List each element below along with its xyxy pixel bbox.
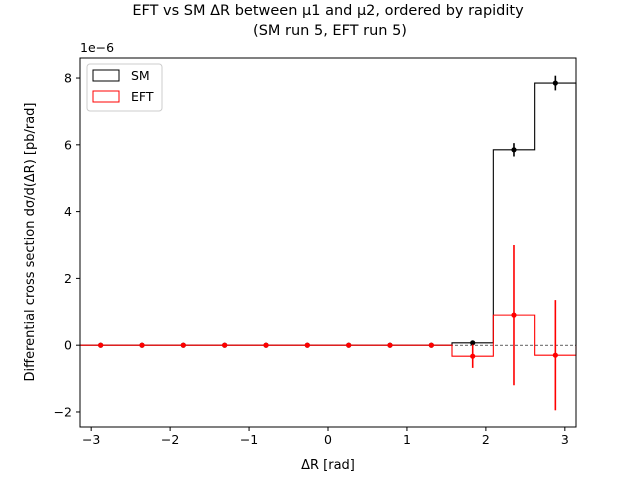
chart-title-line1: EFT vs SM ΔR between μ1 and μ2, ordered … [132,3,524,19]
x-tick-label: 3 [561,432,569,447]
y-tick-label: −2 [54,404,72,419]
y-tick-label: 0 [64,338,72,353]
eft-data-point [552,352,558,358]
y-tick-label: 2 [64,271,72,286]
eft-data-point [387,342,393,348]
y-axis-label: Differential cross section dσ/d(ΔR) [pb/… [23,103,38,382]
series-eft [80,245,577,411]
legend-swatch-eft [92,90,120,103]
sm-data-point [511,147,517,153]
y-offset-label: 1e−6 [80,40,114,55]
y-tick-label: 4 [64,204,72,219]
x-tick-label: −3 [82,432,100,447]
legend: SM EFT [86,63,163,112]
chart-title-line2: (SM run 5, EFT run 5) [253,23,407,39]
eft-data-point [222,342,228,348]
sm-data-point [470,340,476,346]
eft-data-point [511,312,517,318]
legend-frame [86,63,163,112]
x-tick-label: 2 [482,432,490,447]
eft-data-point [180,342,186,348]
legend-swatch-sm [92,69,120,82]
eft-data-point [470,353,476,359]
eft-data-point [263,342,269,348]
eft-data-point [346,342,352,348]
legend-label-eft: EFT [131,89,154,104]
x-axis-label: ΔR [rad] [301,458,355,473]
eft-data-point [428,342,434,348]
legend-label-sm: SM [131,68,150,83]
eft-data-point [304,342,310,348]
y-tick-label: 6 [64,137,72,152]
x-tick-label: −1 [240,432,258,447]
x-tick-label: 0 [324,432,332,447]
y-tick-label: 8 [64,71,72,86]
eft-step-histogram [80,314,577,357]
x-tick-label: 1 [403,432,411,447]
eft-data-point [139,342,145,348]
eft-data-point [98,342,104,348]
x-tick-label: −2 [161,432,179,447]
plot-area [80,58,576,427]
sm-data-point [552,80,558,86]
